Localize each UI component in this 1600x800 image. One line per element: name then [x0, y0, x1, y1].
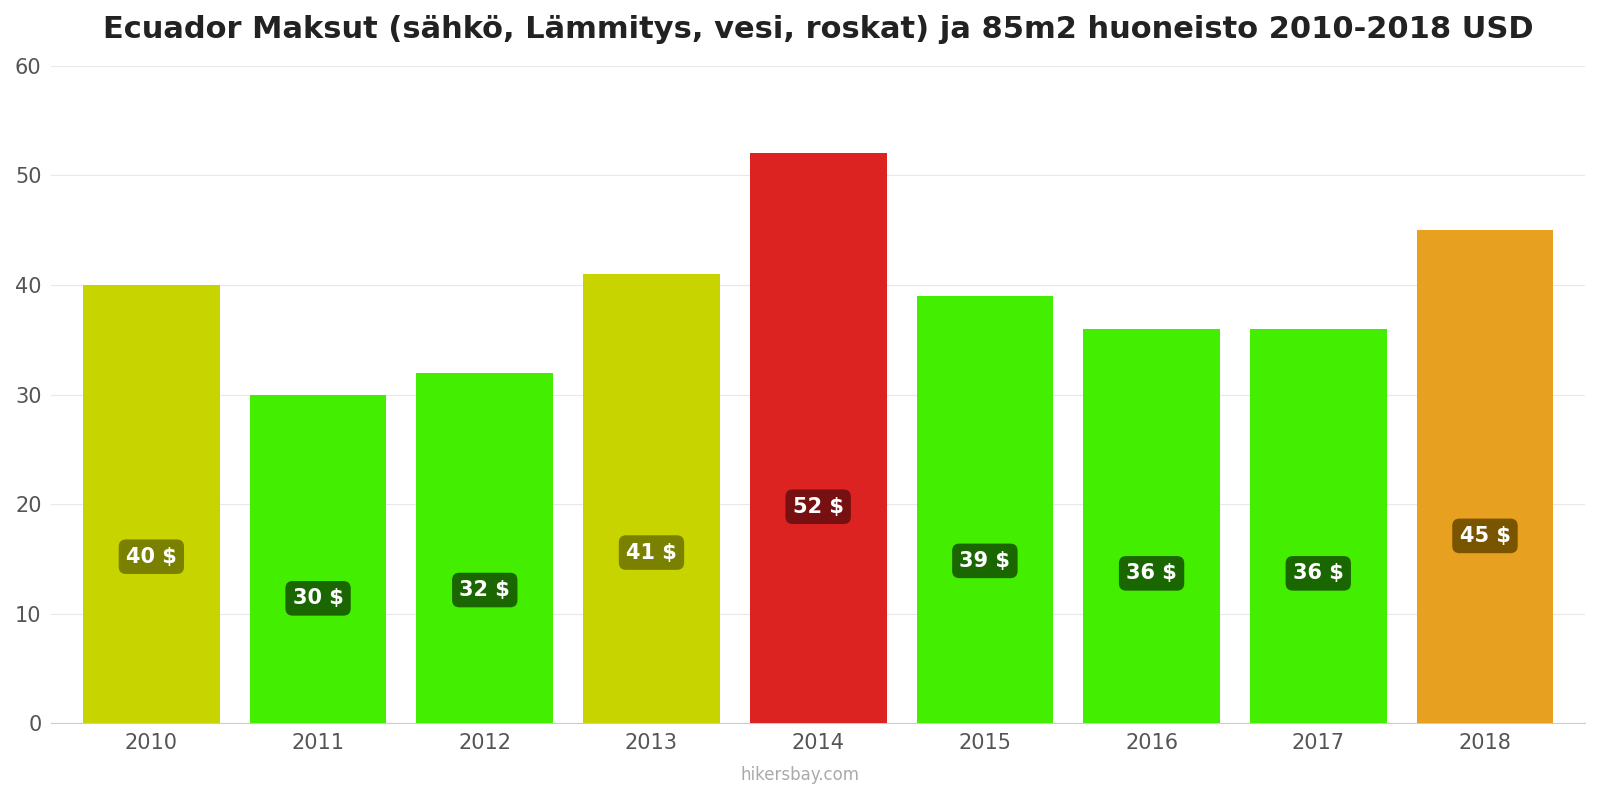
Bar	[83, 285, 219, 723]
Bar	[1250, 329, 1387, 723]
Text: 32 $: 32 $	[459, 580, 510, 600]
Text: 45 $: 45 $	[1459, 526, 1510, 546]
Title: Ecuador Maksut (sähkö, Lämmitys, vesi, roskat) ja 85m2 huoneisto 2010-2018 USD: Ecuador Maksut (sähkö, Lämmitys, vesi, r…	[102, 15, 1533, 44]
Bar	[250, 394, 387, 723]
Text: 39 $: 39 $	[960, 551, 1010, 571]
Bar	[416, 373, 554, 723]
Bar	[750, 154, 886, 723]
Text: 52 $: 52 $	[792, 497, 843, 517]
Bar	[917, 296, 1053, 723]
Text: 30 $: 30 $	[293, 588, 344, 608]
Text: 40 $: 40 $	[126, 546, 176, 566]
Text: 41 $: 41 $	[626, 542, 677, 562]
Text: 36 $: 36 $	[1126, 563, 1178, 583]
Bar	[1416, 230, 1554, 723]
Bar	[582, 274, 720, 723]
Bar	[1083, 329, 1219, 723]
Text: hikersbay.com: hikersbay.com	[741, 766, 859, 784]
Text: 36 $: 36 $	[1293, 563, 1344, 583]
